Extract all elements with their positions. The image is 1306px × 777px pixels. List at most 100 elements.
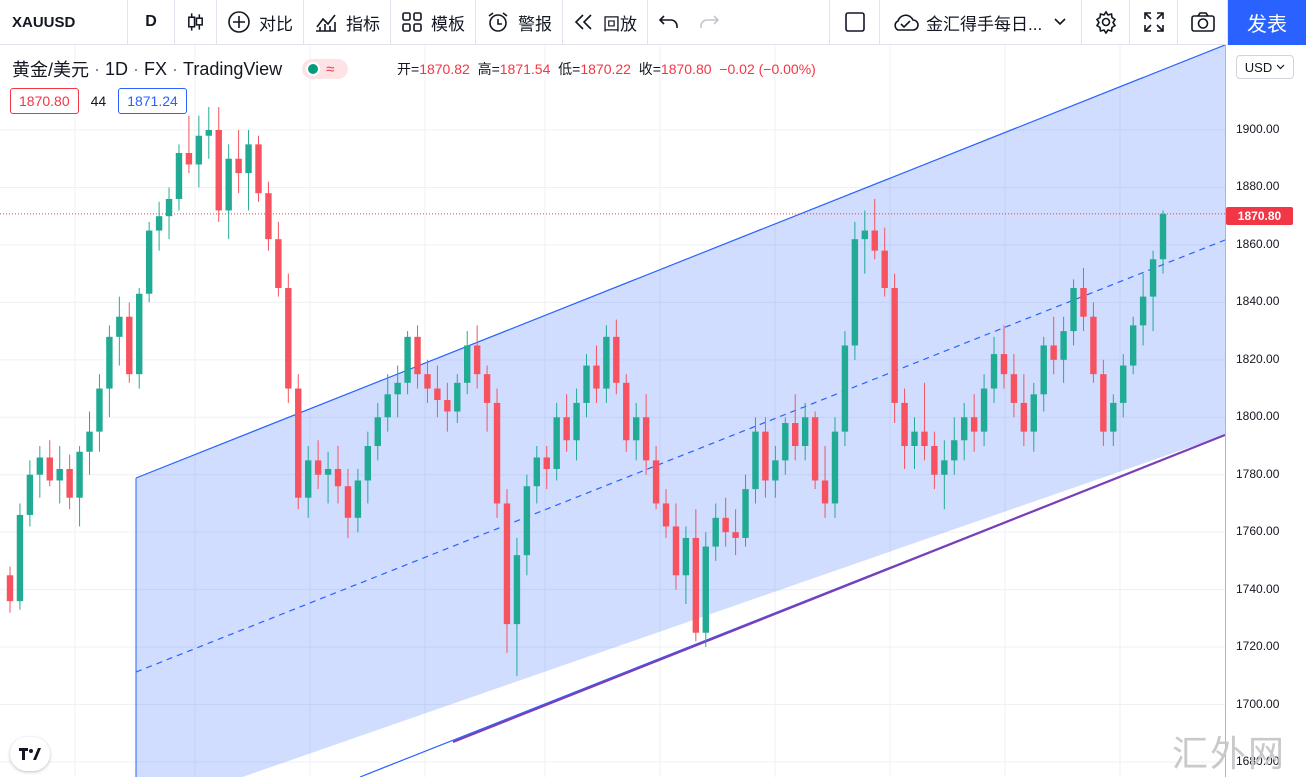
chevron-down-icon [1054,18,1066,26]
rewind-icon [574,14,592,30]
candles-icon [188,13,203,31]
candle-body [26,474,34,515]
low-value: 1870.22 [580,61,631,77]
chart-pane[interactable] [0,45,1225,777]
candle-body [314,460,322,475]
replay-button[interactable]: 回放 [563,0,648,45]
candle-body [503,503,511,625]
redo-icon[interactable] [698,13,720,31]
spread-value: 44 [90,93,107,109]
candle-body [980,388,988,432]
plus-circle-icon [228,11,250,33]
alert-button[interactable]: 警报 [476,0,563,45]
price-axis-label: 1820.00 [1236,351,1280,366]
settings-button[interactable] [1082,0,1130,45]
channel-upper-line [135,45,1225,479]
candle-body [145,230,153,294]
indicators-button[interactable]: 指标 [304,0,391,45]
price-axis-label: 1700.00 [1236,696,1280,711]
legend-exchange: FX [144,58,168,79]
candle-body [642,417,650,461]
candle-body [334,468,342,487]
price-axis-label: 1740.00 [1236,581,1280,596]
currency-selector[interactable]: USD [1236,55,1294,79]
close-label: 收= [638,61,661,77]
candle-body [255,144,262,194]
candle-body [583,365,590,403]
price-axis-label: 1800.00 [1236,409,1280,424]
candle-body [901,402,908,446]
publish-button[interactable]: 发表 [1228,0,1306,45]
alert-label: 警报 [518,14,552,34]
change-value: −0.02 (−0.00%) [719,61,816,77]
expand-icon [1143,12,1164,32]
candle-body [265,193,272,240]
candle-body [195,135,203,165]
fullscreen-button[interactable] [1130,0,1178,45]
candle-body [46,457,53,481]
candle-body [990,354,998,389]
snapshot-button[interactable] [1178,0,1228,45]
candle-body [1060,331,1067,360]
layout-menu-button[interactable]: 金汇得手每日... [880,0,1082,45]
quote-row: 1870.80 44 1871.24 [10,88,187,114]
candle-body [951,440,958,461]
market-status-pill[interactable]: ≈ [302,59,349,79]
last-price-tag: 1870.80 [1226,207,1293,225]
symbol-search-button[interactable]: XAUUSD [0,0,128,45]
candle-body [36,457,44,475]
candle-body [275,239,282,288]
candle-body [126,316,133,375]
candle-body [16,514,24,602]
candle-body [811,417,819,481]
legend-separator: · [94,58,101,79]
candle-body [861,230,869,240]
candle-body [483,374,491,403]
layout-name: 金汇得手每日... [926,14,1043,34]
candle-body [464,345,471,383]
tradingview-logo-icon[interactable] [10,737,50,771]
alarm-clock-icon [488,12,508,32]
indicator-glyph: ≈ [326,60,335,78]
candle-body [215,130,222,211]
candle-body [543,457,550,469]
candle-body [1159,213,1167,260]
price-chart[interactable] [0,45,1225,777]
templates-label: 模板 [431,14,465,34]
undo-icon[interactable] [658,13,680,31]
buy-price-button[interactable]: 1871.24 [118,88,187,114]
legend-separator: · [172,58,179,79]
symbol-label: XAUUSD [12,13,76,31]
chart-type-button[interactable] [175,0,217,45]
candle-body [1030,394,1037,432]
price-axis-label: 1760.00 [1236,524,1280,539]
candle-body [513,555,521,625]
price-axis[interactable] [1225,45,1306,777]
price-axis-label: 1840.00 [1236,294,1280,309]
legend-interval: 1D [105,58,129,79]
candle-body [652,460,660,504]
top-toolbar: XAUUSD D 对比 指标 模板 警报 回放 [0,0,1306,45]
candle-body [672,526,680,576]
candle-body [1149,259,1157,297]
open-value: 1870.82 [419,61,470,77]
compare-label: 对比 [259,14,293,34]
candle-body [225,158,232,211]
candle-body [911,431,918,446]
candle-body [116,316,123,337]
templates-button[interactable]: 模板 [391,0,476,45]
candle-body [473,345,481,375]
fullscreen-layout-button[interactable] [830,0,880,45]
candle-body [762,431,769,481]
compare-button[interactable]: 对比 [217,0,304,45]
candle-body [344,486,352,518]
interval-button[interactable]: D [128,0,175,45]
candle-body [185,152,193,165]
sell-price-button[interactable]: 1870.80 [10,88,79,114]
candle-body [1040,345,1047,395]
candle-body [941,460,948,475]
candle-body [752,431,759,490]
candle-body [424,374,431,389]
candle-body [970,417,978,432]
candle-body [623,382,630,441]
